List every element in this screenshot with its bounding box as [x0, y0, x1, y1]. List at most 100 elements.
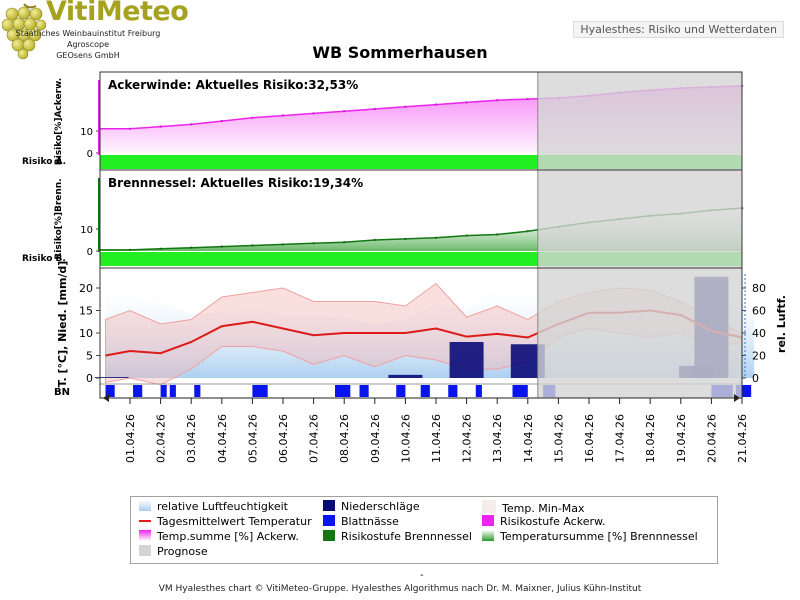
leaf-wetness-block	[359, 385, 369, 397]
y-tick-label-right: 40	[752, 327, 766, 340]
x-tick-label: 06.04.26	[277, 414, 290, 463]
y-tick-label: 0	[87, 149, 93, 160]
leaf-wetness-block	[396, 385, 406, 397]
temp-sum-point	[465, 101, 468, 104]
y-tick-label: 10	[80, 225, 93, 236]
leaf-wetness-block	[420, 385, 430, 397]
x-tick-label: 12.04.26	[461, 414, 474, 463]
leaf-wetness-block	[252, 385, 268, 397]
leafwet-swatch	[323, 515, 335, 526]
leaf-wetness-block	[105, 385, 115, 397]
temp-sum-point	[159, 125, 162, 128]
temp-sum-point	[404, 105, 407, 109]
x-tick-label: 07.04.26	[308, 414, 321, 463]
prognose-shade	[537, 72, 742, 398]
leaf-wetness-block	[448, 385, 458, 397]
brenn-sum-swatch	[482, 530, 494, 541]
panel-risk-label: Ackerwinde: Aktuelles Risiko:32,53%	[108, 78, 358, 92]
leaf-wetness-block	[475, 385, 482, 397]
rain-swatch	[323, 500, 335, 511]
temp-sum-point	[220, 245, 223, 248]
temp-sum-point	[312, 242, 315, 245]
temp-sum-point	[526, 97, 529, 101]
temp-sum-point	[251, 244, 254, 247]
legend-item-risk-acker: Risikostufe Ackerw.	[482, 515, 605, 528]
x-tick-label: 18.04.26	[644, 414, 657, 463]
x-tick-label: 20.04.26	[705, 414, 718, 463]
y-tick-label-right: 80	[752, 282, 766, 295]
time-axis-arrow-left	[103, 394, 109, 402]
y-tick-label: 10	[80, 127, 93, 138]
acker-risk-swatch	[482, 515, 494, 526]
temp-sum-point	[434, 236, 438, 239]
leaf-wetness-block	[512, 385, 528, 397]
panel-risk-label: Brennnessel: Aktuelles Risiko:19,34%	[108, 176, 363, 190]
risk-row-label: Risiko A.	[22, 157, 66, 167]
brand-name: VitiMeteo	[46, 0, 189, 27]
temp-sum-point	[343, 241, 346, 244]
y-tick-label-right: 20	[752, 350, 766, 363]
temp-sum-point	[281, 243, 285, 246]
precipitation-bar	[94, 377, 129, 378]
brand-line-3: GEOsens GmbH	[56, 51, 120, 60]
y-tick-label-left: 10	[79, 327, 93, 340]
weather-y-axis-label-left: T. [°C], Nied. [mm/d]	[56, 261, 69, 388]
temp-sum-point	[159, 247, 162, 250]
legend-item-temp-minmax: Temp. Min-Max	[482, 500, 585, 515]
temp-sum-point	[128, 248, 132, 252]
x-tick-label: 02.04.26	[155, 414, 168, 463]
x-tick-label: 04.04.26	[216, 414, 229, 463]
leaf-wetness-block	[169, 385, 176, 397]
x-tick-label: 16.04.26	[583, 414, 596, 463]
y-tick-label-left: 20	[79, 282, 93, 295]
footer-credit: VM Hyalesthes chart © VitiMeteo-Gruppe. …	[158, 584, 642, 594]
legend-item-risk-brenn: Risikostufe Brennnessel	[323, 530, 472, 543]
legend-label: Tagesmittelwert Temperatur	[157, 515, 312, 528]
time-axis-arrow-right	[734, 394, 740, 402]
y-tick-label-left: 0	[86, 372, 93, 385]
chart-title: WB Sommerhausen	[312, 43, 488, 62]
legend-label: Risikostufe Ackerw.	[500, 515, 606, 528]
panel-y-axis-label: Risiko[%]Brenn.	[54, 178, 64, 259]
leaf-wetness-block	[194, 385, 201, 397]
humidity-swatch	[139, 500, 151, 511]
footer-dash: -	[420, 570, 424, 581]
brand-logo: VitiMeteo Staatliches Weinbauinstitut Fr…	[0, 0, 190, 64]
x-tick-label: 10.04.26	[399, 414, 412, 463]
precipitation-bar	[388, 374, 423, 378]
chart-legend: relative Luftfeuchtigkeit Tagesmittelwer…	[130, 496, 718, 564]
temp-sum-point	[496, 99, 499, 102]
temp-sum-point	[434, 103, 438, 106]
temp-sum-point	[496, 233, 499, 236]
precipitation-bar	[449, 342, 484, 378]
leaf-wetness-block	[133, 385, 143, 397]
risk-row-label: Risiko B.	[22, 254, 66, 264]
weather-y-axis-label-right: rel. Luftf.	[775, 295, 788, 353]
grape-icon	[2, 3, 46, 60]
y-tick-label-left: 5	[86, 350, 93, 363]
brenn-risk-swatch	[323, 530, 335, 541]
legend-label: Niederschläge	[341, 500, 420, 513]
legend-item-humidity: relative Luftfeuchtigkeit	[139, 500, 288, 513]
x-tick-label: 11.04.26	[430, 414, 443, 463]
legend-item-prognose: Prognose	[139, 545, 208, 558]
legend-label: relative Luftfeuchtigkeit	[157, 500, 288, 513]
temp-sum-point	[404, 237, 407, 241]
temp-sum-point	[465, 234, 468, 237]
y-tick-label-right: 60	[752, 305, 766, 318]
y-tick-label-left: 15	[79, 305, 93, 318]
minmax-swatch	[482, 500, 496, 513]
temp-sum-point	[373, 238, 376, 242]
temp-sum-point	[128, 127, 132, 130]
temp-sum-point	[220, 119, 223, 123]
leaf-wetness-block	[160, 385, 167, 397]
legend-item-temp-sum-brenn: Temperatursumme [%] Brennnessel	[482, 530, 698, 543]
acker-sum-swatch	[139, 530, 151, 541]
prognose-swatch	[139, 545, 151, 556]
brand-line-2: Agroscope	[66, 40, 110, 49]
x-tick-label: 08.04.26	[338, 414, 351, 463]
x-tick-label: 05.04.26	[246, 414, 259, 463]
temp-sum-point	[190, 123, 193, 126]
legend-label: Blattnässe	[341, 515, 399, 528]
